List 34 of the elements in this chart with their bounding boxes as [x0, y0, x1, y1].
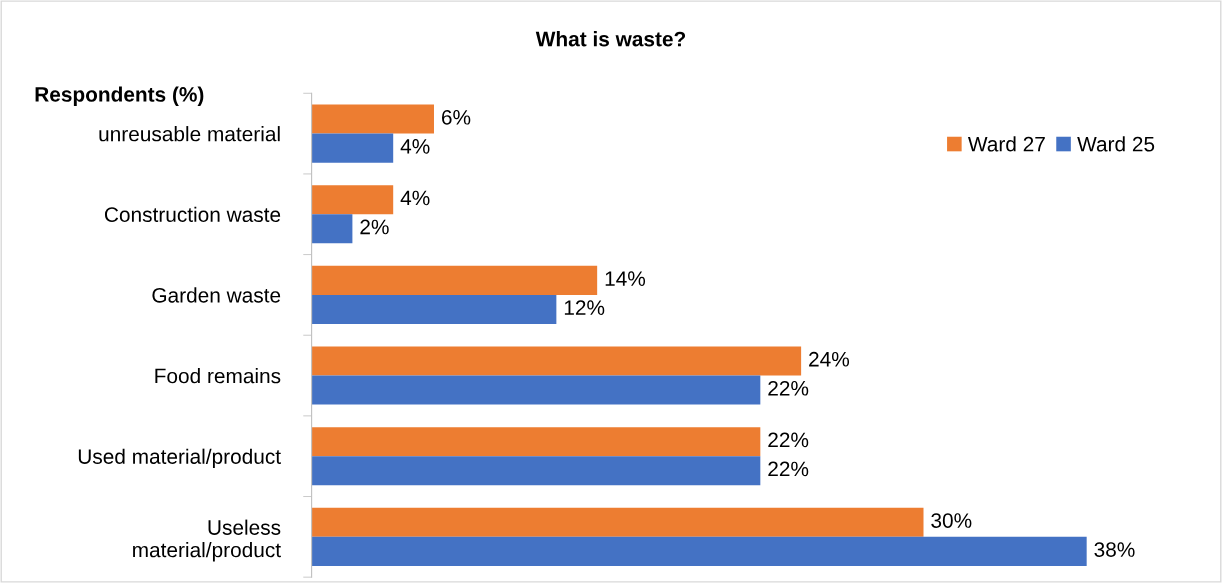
data-label: 12% — [564, 300, 605, 315]
bar — [311, 346, 802, 376]
chart-title: What is waste? — [535, 31, 686, 47]
data-label: 22% — [768, 461, 809, 477]
bar — [311, 427, 761, 457]
bar — [311, 185, 394, 215]
bar — [311, 265, 598, 295]
data-label: 24% — [809, 351, 850, 367]
y-tick-label: Construction waste — [104, 206, 281, 223]
bar — [311, 104, 434, 134]
data-label: 6% — [441, 109, 471, 125]
bar — [311, 456, 761, 486]
data-label: 14% — [605, 271, 646, 286]
y-tick-label: Useless material/product — [133, 519, 281, 562]
y-tick-label: Food remains — [155, 368, 281, 384]
y-tick-label: unreusable material — [99, 126, 280, 142]
y-axis-title: Respondents (%) — [35, 86, 204, 106]
data-label: 2% — [360, 219, 389, 235]
bar — [311, 375, 761, 405]
data-label: 38% — [1094, 542, 1135, 557]
bar — [311, 214, 353, 244]
y-tick-label: Garden waste — [152, 287, 281, 303]
bar — [311, 536, 1087, 566]
y-tick-label: Used material/product — [78, 448, 281, 469]
legend-label: Ward 27 — [967, 136, 1045, 152]
bar — [311, 133, 394, 163]
data-label: 4% — [400, 190, 430, 206]
data-label: 22% — [768, 380, 809, 396]
bar — [311, 294, 557, 324]
legend-label: Ward 25 — [1077, 136, 1155, 152]
data-label: 4% — [400, 139, 430, 154]
data-label: 22% — [768, 432, 809, 448]
data-label: 30% — [931, 513, 972, 528]
bar — [311, 507, 924, 537]
